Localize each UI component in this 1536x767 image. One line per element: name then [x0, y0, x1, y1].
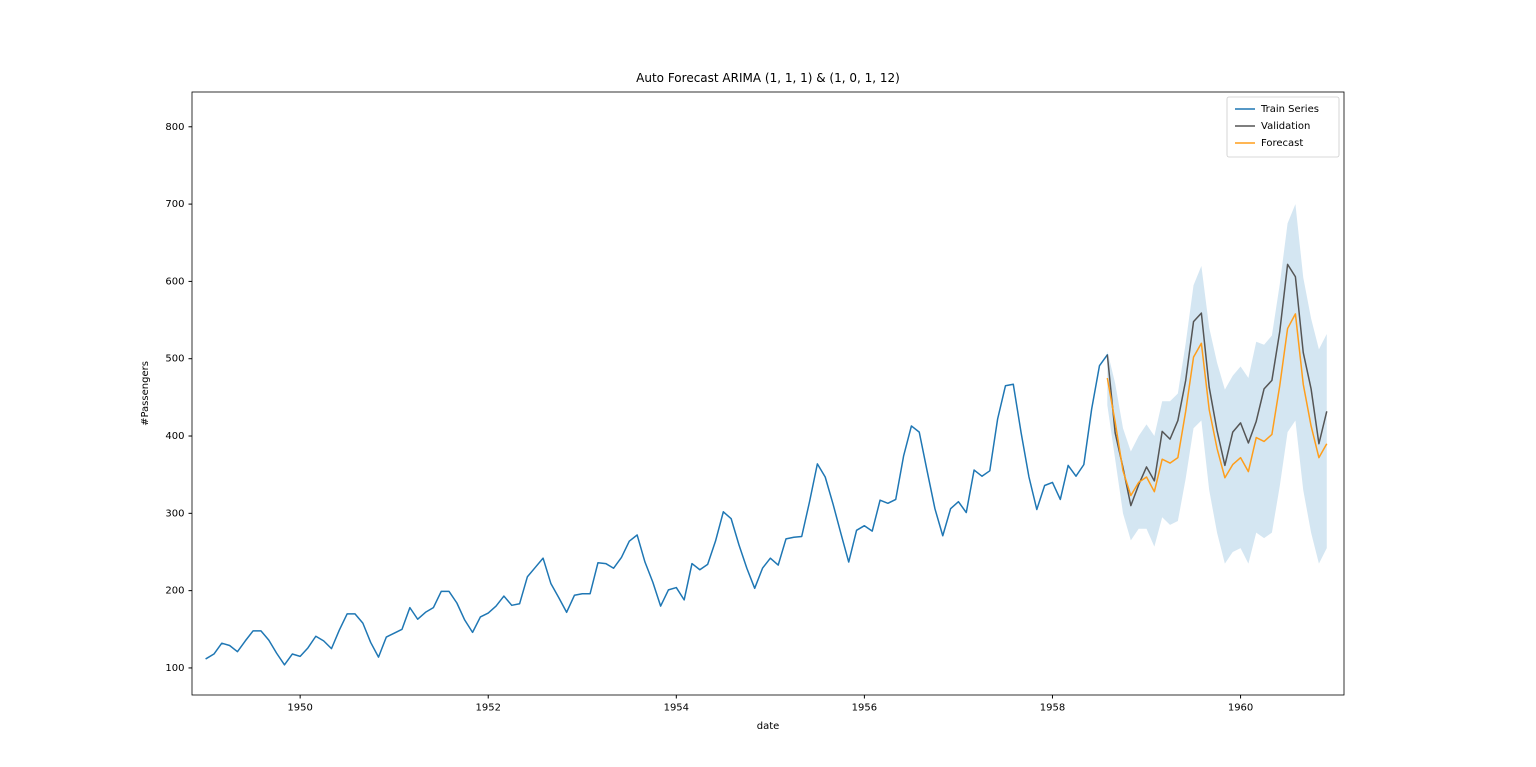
chart-svg: 1950 1952 1954 1956 1958 1960 date 100 200 300 400… — [0, 0, 1536, 767]
y-tick-label: 300 — [165, 508, 184, 519]
legend-label: Train Series — [1260, 104, 1319, 115]
x-axis-label: date — [757, 721, 780, 732]
x-tick-label: 1960 — [1228, 703, 1253, 714]
y-tick-label: 800 — [165, 122, 184, 133]
x-axis: 1950 1952 1954 1956 1958 1960 — [287, 695, 1253, 714]
legend-label: Forecast — [1261, 138, 1303, 149]
y-axis: 100 200 300 400 500 600 700 800 — [165, 122, 192, 674]
y-tick-label: 700 — [165, 199, 184, 210]
chart-container: 1950 1952 1954 1956 1958 1960 date 100 200 300 400… — [0, 0, 1536, 767]
y-axis-label: #Passengers — [140, 361, 151, 426]
plot-area — [192, 92, 1344, 695]
chart-title: Auto Forecast ARIMA (1, 1, 1) & (1, 0, 1… — [636, 71, 900, 85]
y-tick-label: 400 — [165, 431, 184, 442]
x-tick-label: 1954 — [664, 703, 689, 714]
y-tick-label: 500 — [165, 354, 184, 365]
y-tick-label: 600 — [165, 276, 184, 287]
legend: Train Series Validation Forecast — [1227, 97, 1339, 157]
y-tick-label: 100 — [165, 663, 184, 674]
x-tick-label: 1956 — [852, 703, 877, 714]
x-tick-label: 1952 — [476, 703, 501, 714]
y-tick-label: 200 — [165, 586, 184, 597]
legend-label: Validation — [1261, 121, 1310, 132]
x-tick-label: 1958 — [1040, 703, 1065, 714]
x-tick-label: 1950 — [287, 703, 312, 714]
